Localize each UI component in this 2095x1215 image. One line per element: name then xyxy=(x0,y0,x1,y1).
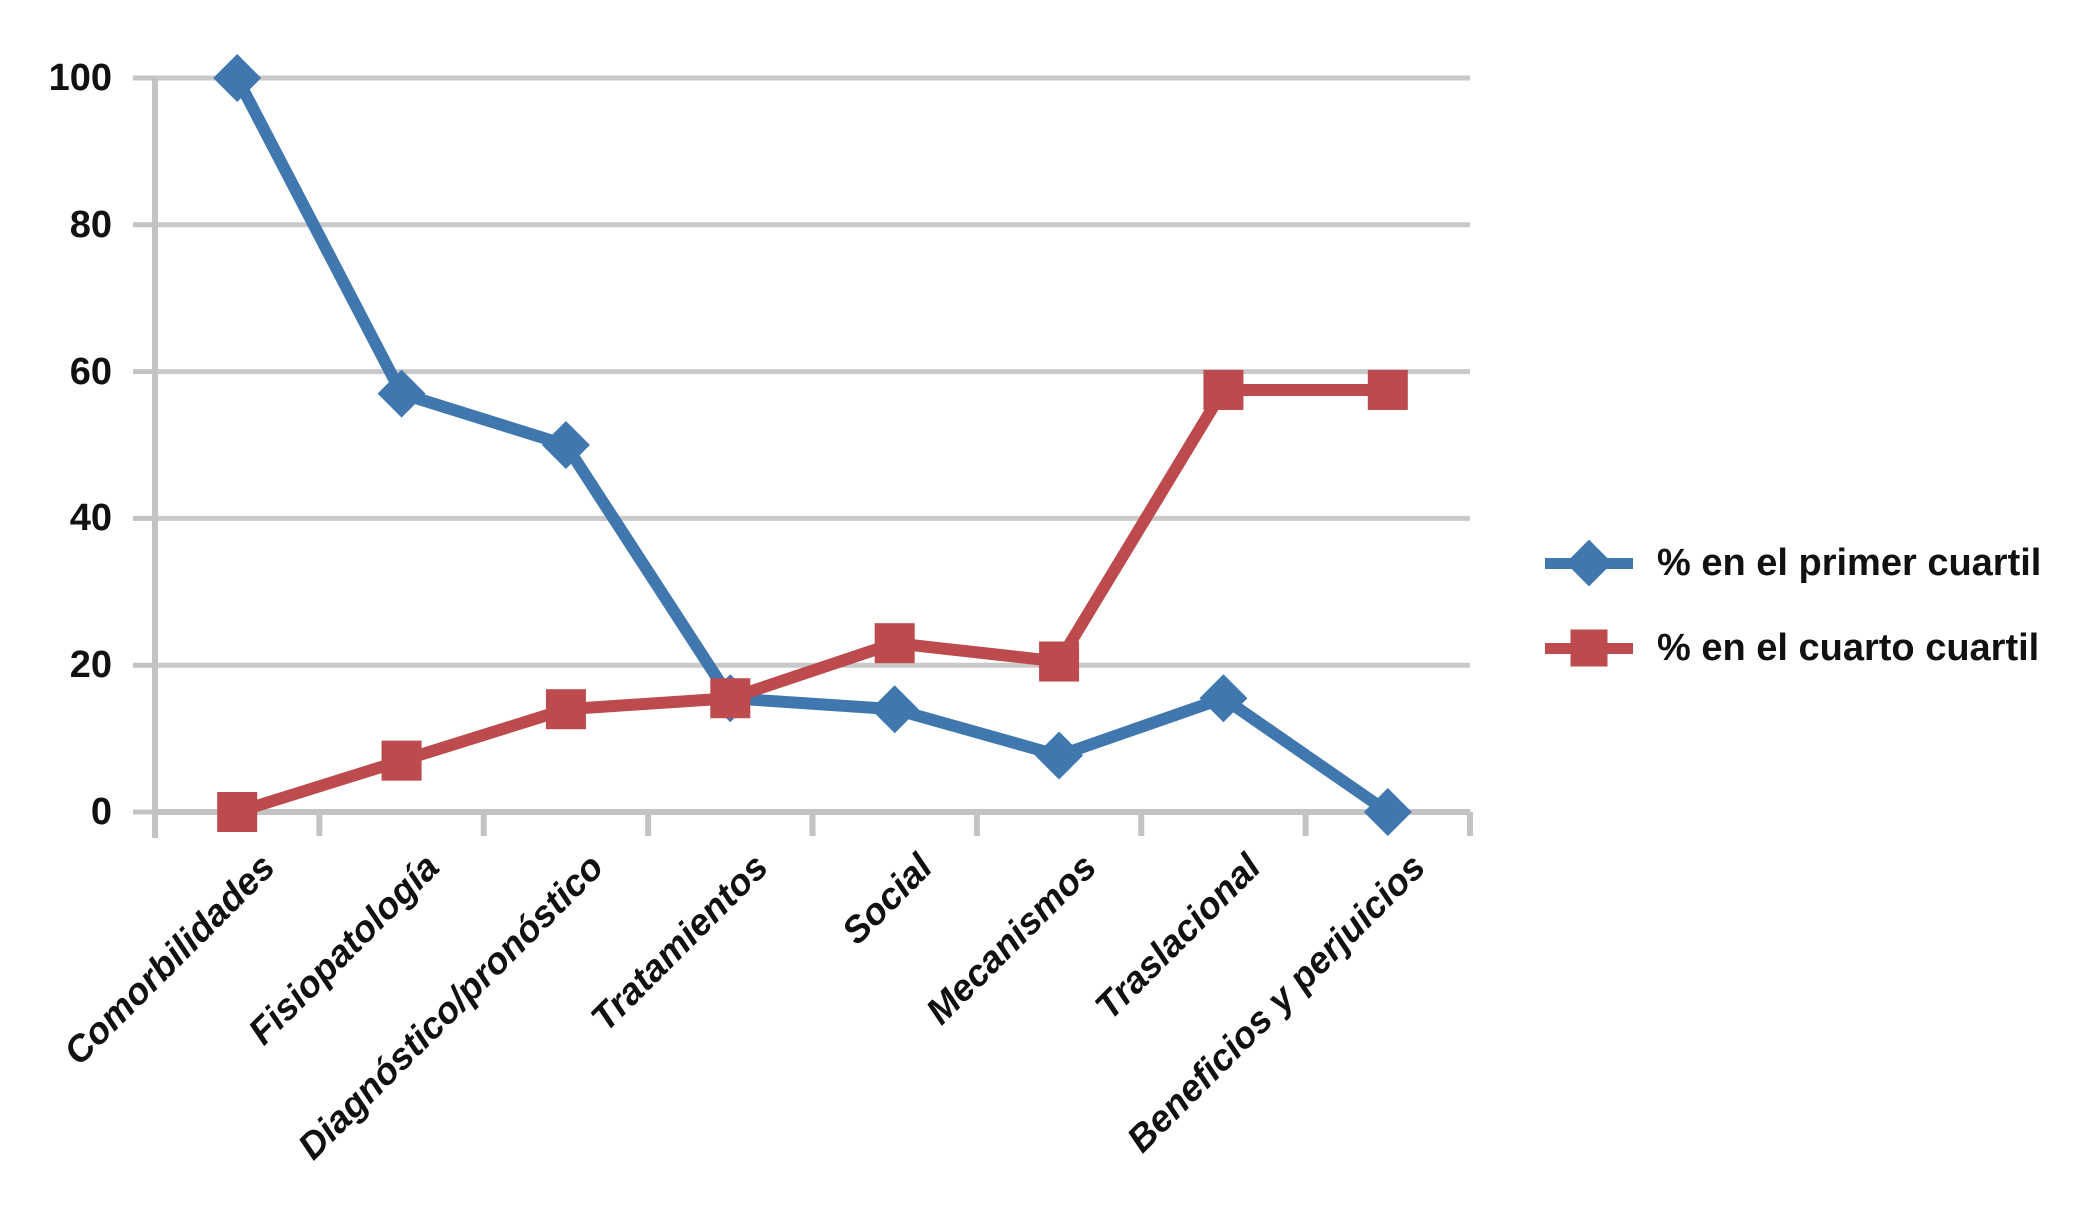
legend-label-cuarto-cuartil: % en el cuarto cuartil xyxy=(1657,626,2040,669)
y-axis-label-20: 20 xyxy=(69,644,112,687)
marker-square-0 xyxy=(217,792,258,832)
series-0 xyxy=(213,54,1412,836)
marker-square-5 xyxy=(1039,641,1080,682)
series xyxy=(213,54,1412,836)
marker-square-6 xyxy=(1203,369,1244,410)
series-line-0 xyxy=(231,72,1394,818)
marker-square-3 xyxy=(710,678,751,719)
marker-diamond-0 xyxy=(213,54,262,102)
legend-line-sample-red xyxy=(1545,629,1633,667)
marker-diamond-5 xyxy=(1035,731,1084,780)
legend-label-primer-cuartil: % en el primer cuartil xyxy=(1657,541,2042,584)
legend-diamond-icon xyxy=(1565,539,1613,587)
y-axis-label-40: 40 xyxy=(69,497,112,540)
marker-square-1 xyxy=(381,740,422,781)
y-axis-label-0: 0 xyxy=(90,791,112,833)
y-axis-label-100: 100 xyxy=(48,57,112,99)
marker-diamond-4 xyxy=(870,685,919,734)
legend: % en el primer cuartil % en el cuarto cu… xyxy=(1545,0,2095,1215)
marker-square-4 xyxy=(874,623,915,664)
marker-square-7 xyxy=(1367,369,1408,410)
marker-diamond-6 xyxy=(1199,674,1248,723)
y-axis-label-80: 80 xyxy=(69,203,112,246)
marker-diamond-1 xyxy=(377,369,426,418)
marker-square-2 xyxy=(545,689,586,730)
series-line-1 xyxy=(231,383,1394,818)
legend-entry-primer-cuartil: % en el primer cuartil xyxy=(1545,533,2041,593)
marker-diamond-2 xyxy=(541,421,590,469)
legend-square-icon xyxy=(1570,629,1608,667)
legend-entry-cuarto-cuartil: % en el cuarto cuartil xyxy=(1545,618,2039,678)
marker-diamond-7 xyxy=(1363,788,1412,836)
y-axis-label-60: 60 xyxy=(69,350,112,393)
series-1 xyxy=(217,369,1408,832)
axes xyxy=(133,75,1473,838)
legend-line-sample-blue xyxy=(1545,539,1633,587)
